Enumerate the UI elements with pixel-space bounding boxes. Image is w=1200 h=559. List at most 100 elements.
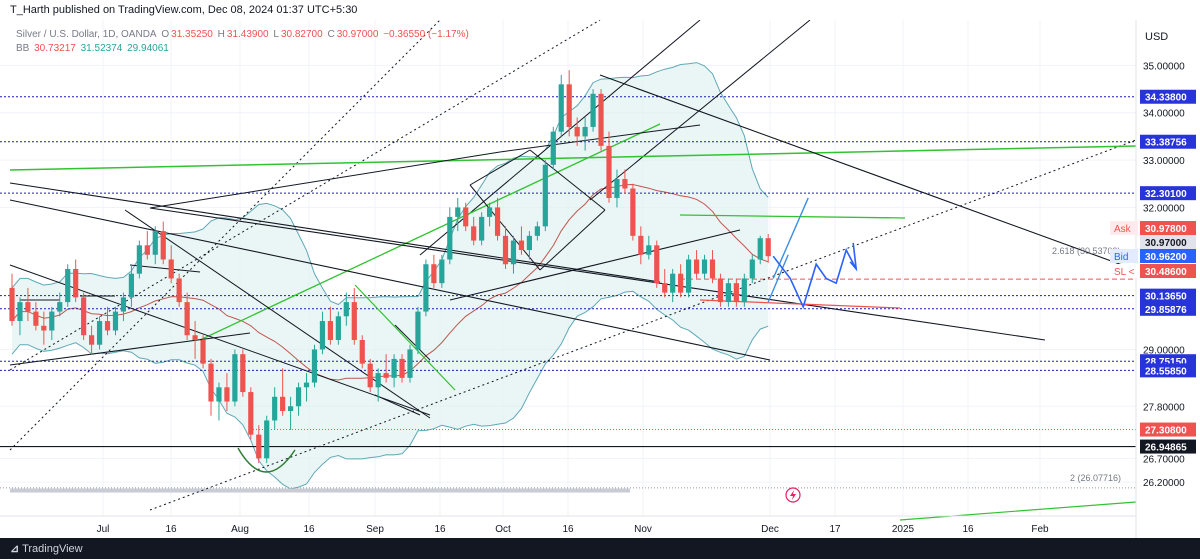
candle-body <box>741 278 747 303</box>
candle <box>526 231 532 260</box>
candle-body <box>654 245 660 284</box>
black-flag-4 <box>529 149 606 211</box>
level-tag-value: 27.30800 <box>1145 426 1187 437</box>
candle-body <box>407 349 413 378</box>
price-tag: 30.97000 <box>1140 235 1196 249</box>
price-tag-label: SL < <box>1114 267 1135 278</box>
black-small-1 <box>394 324 431 361</box>
channel-dotted-lower <box>149 139 1137 511</box>
candle-body <box>670 273 676 293</box>
bb-legend[interactable]: BB 30.73217 31.52374 29.94061 <box>16 43 171 54</box>
candle-body <box>622 179 628 189</box>
level-tag-bg <box>1140 89 1196 104</box>
candle-body <box>176 278 182 303</box>
chart-canvas[interactable]: 2.618 (30.53709) 2 (26.07716) USD 35.000… <box>0 19 1200 538</box>
candle-body <box>272 396 278 421</box>
candle <box>709 250 716 284</box>
price-tick-label: 34.00000 <box>1143 109 1185 120</box>
candle-body <box>582 126 588 137</box>
symbol-legend[interactable]: Silver / U.S. Dollar, 1D, OANDA O 31.3525… <box>16 29 471 40</box>
publication-header: T_Harth published on TradingView.com, De… <box>0 0 1200 20</box>
candle <box>152 226 158 265</box>
candle-body <box>502 235 509 265</box>
candle-body <box>295 387 302 407</box>
candle <box>407 344 413 383</box>
candle <box>41 311 47 345</box>
green-range-line <box>679 214 906 219</box>
level-tag-value: 28.55850 <box>1145 366 1187 377</box>
candle-body <box>678 273 684 293</box>
level-tag-value: 26.94865 <box>1145 443 1187 454</box>
candle <box>176 273 182 307</box>
currency-label[interactable]: USD <box>1145 31 1168 43</box>
level-tag: 33.38756 <box>1140 134 1196 149</box>
channel-solid-right <box>589 19 811 201</box>
candle <box>367 358 373 393</box>
candle <box>399 354 405 383</box>
candle <box>25 287 31 322</box>
candle-body <box>216 387 222 402</box>
candle <box>256 425 262 464</box>
channel-dotted-upper <box>9 19 601 371</box>
candle-body <box>431 264 437 284</box>
event-flash-icon[interactable] <box>785 487 801 503</box>
candle-body <box>463 207 469 227</box>
candle-body <box>638 235 644 255</box>
candle-body <box>447 216 453 260</box>
candle-body <box>510 240 517 265</box>
black-trend-3 <box>149 207 1046 341</box>
time-tick-label: 16 <box>434 524 446 535</box>
price-axis-ticks: 35.00000 34.00000 33.00000 32.00000 29.00000… <box>1143 61 1185 489</box>
price-tag-label: Bid <box>1114 252 1128 263</box>
candle <box>33 302 39 331</box>
green-pullback-line <box>354 284 456 391</box>
candle <box>208 358 214 416</box>
candle <box>574 117 580 146</box>
candle <box>558 74 564 137</box>
time-tick-label: Dec <box>761 524 779 535</box>
candle-body <box>89 335 95 345</box>
level-tag: 29.85876 <box>1140 301 1196 316</box>
candle-body <box>248 392 254 435</box>
candle <box>487 202 493 227</box>
candle-body <box>65 268 71 303</box>
time-tick-label: Oct <box>495 524 511 535</box>
candle-body <box>367 363 373 388</box>
candle <box>232 349 238 407</box>
candle <box>439 254 445 288</box>
candle-body <box>57 302 63 312</box>
candle <box>494 197 501 241</box>
candle-body <box>399 358 405 378</box>
candle <box>144 231 150 260</box>
price-tag-bg <box>1140 249 1196 263</box>
tradingview-logo[interactable]: ⊿ TradingView <box>10 542 83 555</box>
level-tag-bg <box>1140 134 1196 149</box>
level-tag-bg <box>1140 288 1196 303</box>
time-axis[interactable]: Jul 16 Aug 16 Sep 16 Oct 16 Nov Dec 17 2025 16 Feb <box>97 524 1049 535</box>
candle <box>717 273 724 307</box>
candle-body <box>383 373 389 378</box>
candle-body <box>693 259 700 274</box>
price-tag-value: 30.96200 <box>1145 252 1187 263</box>
candle-body <box>717 278 724 303</box>
footer-bar: ⊿ TradingView <box>0 538 1200 559</box>
black-flag-1 <box>469 184 541 271</box>
candle-body <box>749 259 755 279</box>
candle <box>112 306 119 336</box>
candle-body <box>439 259 445 284</box>
candle-body <box>168 259 174 279</box>
candle <box>534 221 540 241</box>
candle <box>606 131 612 203</box>
candle-body <box>128 273 134 298</box>
price-chart[interactable]: 2.618 (30.53709) 2 (26.07716) USD 35.000… <box>0 19 1200 538</box>
publication-info: T_Harth published on TradingView.com, De… <box>10 4 358 16</box>
candle-body <box>471 226 477 241</box>
candle-body <box>240 354 246 393</box>
green-resistance-line <box>9 145 1137 171</box>
level-tag-bg <box>1140 439 1196 454</box>
candle-body <box>534 226 540 236</box>
candle <box>128 264 134 307</box>
candle-body <box>303 382 310 388</box>
fib-labels: 2.618 (30.53709) 2 (26.07716) <box>1052 246 1121 483</box>
black-flag-3 <box>469 149 531 186</box>
